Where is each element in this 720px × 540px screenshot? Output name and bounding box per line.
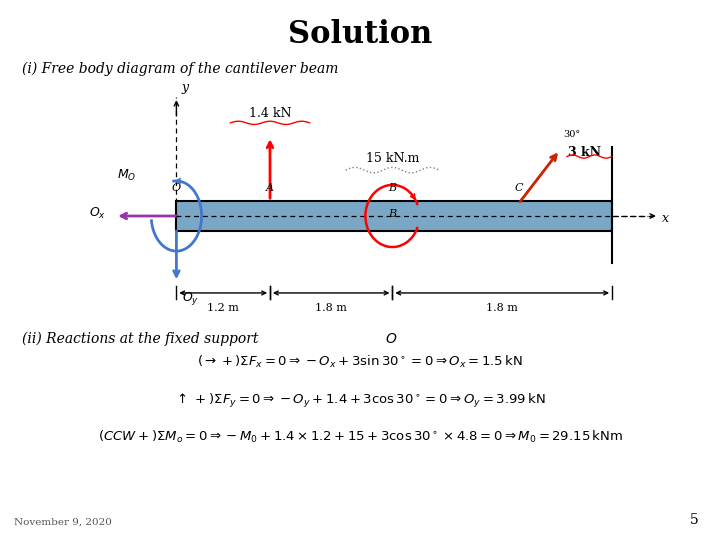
Text: O: O — [172, 183, 181, 193]
Text: $O$: $O$ — [385, 332, 397, 346]
Text: C: C — [514, 183, 523, 193]
Text: Solution: Solution — [288, 19, 432, 50]
Text: November 9, 2020: November 9, 2020 — [14, 517, 112, 526]
Text: 1.8 m: 1.8 m — [486, 302, 518, 313]
Text: $\uparrow\, +)\Sigma F_y = 0 \Rightarrow -O_y + 1.4 + 3\cos 30^\circ = 0 \Righta: $\uparrow\, +)\Sigma F_y = 0 \Rightarrow… — [174, 392, 546, 409]
Text: 1.8 m: 1.8 m — [315, 302, 347, 313]
Text: B: B — [388, 210, 397, 219]
Text: (i) Free body diagram of the cantilever beam: (i) Free body diagram of the cantilever … — [22, 62, 338, 77]
Text: B: B — [388, 183, 397, 193]
Text: y: y — [181, 82, 189, 94]
Text: $(CCW+)\Sigma M_o = 0 \Rightarrow -M_0 + 1.4\times1.2 + 15 + 3\cos 30^\circ\time: $(CCW+)\Sigma M_o = 0 \Rightarrow -M_0 +… — [97, 429, 623, 445]
Text: $O_y$: $O_y$ — [182, 291, 199, 307]
Text: 15 kN.m: 15 kN.m — [366, 152, 419, 165]
Text: A: A — [266, 183, 274, 193]
Text: 5: 5 — [690, 512, 698, 526]
Text: 1.2 m: 1.2 m — [207, 302, 239, 313]
Text: 3 kN: 3 kN — [569, 146, 601, 159]
Text: 1.4 kN: 1.4 kN — [248, 107, 292, 120]
Bar — [176, 201, 612, 231]
Text: $(\rightarrow +)\Sigma F_x = 0 \Rightarrow -O_x + 3\sin 30^\circ = 0 \Rightarrow: $(\rightarrow +)\Sigma F_x = 0 \Rightarr… — [197, 354, 523, 370]
Text: (ii) Reactions at the fixed support: (ii) Reactions at the fixed support — [22, 332, 263, 347]
Text: $O_x$: $O_x$ — [89, 206, 106, 221]
Text: x: x — [662, 212, 670, 225]
Text: $M_O$: $M_O$ — [117, 168, 137, 183]
Text: 30°: 30° — [563, 130, 580, 139]
